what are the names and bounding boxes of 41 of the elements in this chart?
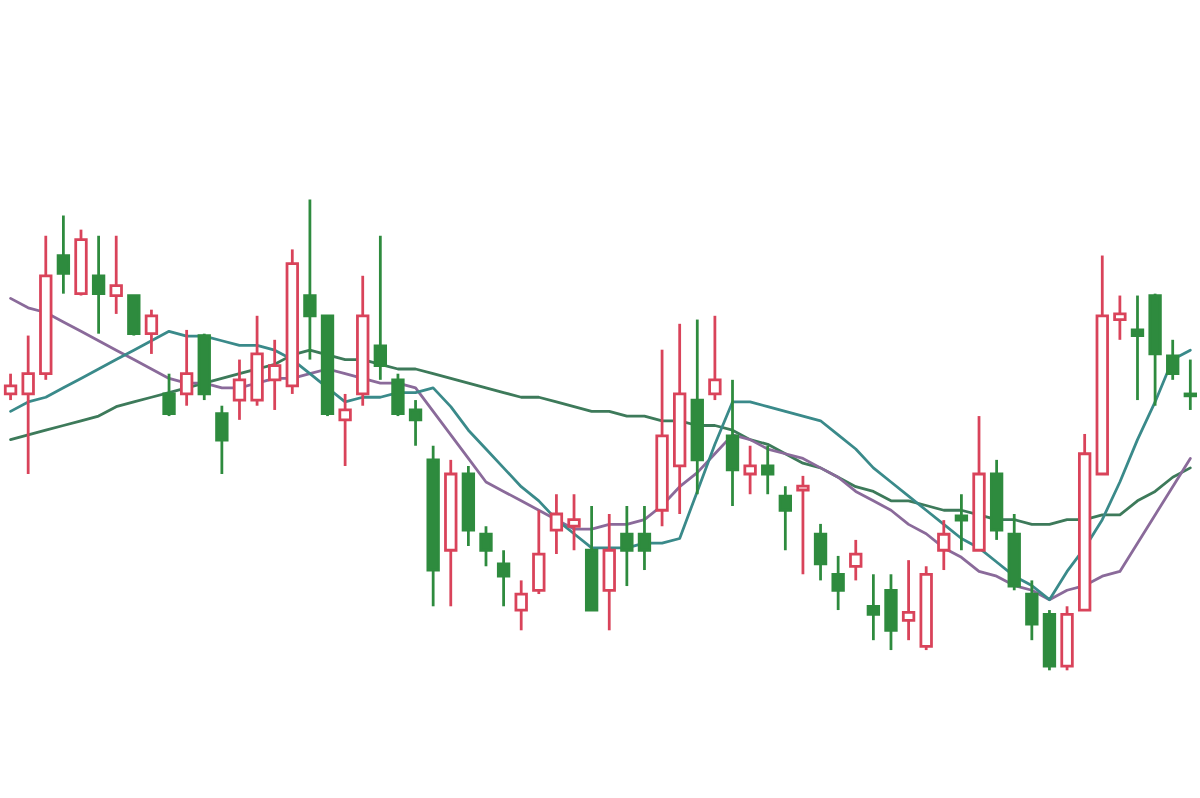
candlestick — [637, 504, 652, 572]
candlestick — [373, 234, 388, 382]
candlestick — [496, 548, 511, 608]
candlestick — [567, 492, 581, 552]
candlestick — [426, 444, 440, 608]
candlestick — [725, 378, 740, 508]
candlestick — [338, 392, 352, 468]
candlestick — [91, 234, 106, 336]
candlestick — [778, 484, 792, 552]
candlestick — [303, 198, 317, 361]
candlestick — [761, 444, 775, 496]
candlestick — [408, 398, 423, 448]
candlestick — [813, 522, 828, 582]
candlestick — [866, 572, 881, 642]
candlestick — [109, 234, 123, 316]
candlestick — [690, 318, 704, 496]
candlestick — [56, 214, 71, 296]
candlestick — [285, 248, 299, 396]
candlestick — [954, 492, 969, 552]
candlestick — [21, 334, 35, 476]
candlestick — [1130, 294, 1145, 402]
candlestick — [356, 274, 370, 408]
candlestick — [831, 554, 845, 612]
candlestick — [743, 444, 757, 496]
candlestick — [849, 538, 863, 582]
candlestick — [232, 358, 247, 422]
candlestick — [268, 338, 282, 412]
candlestick — [901, 558, 916, 642]
candlestick — [1025, 579, 1039, 642]
candlestick — [937, 518, 951, 572]
candlestick — [1113, 294, 1127, 342]
candlestick — [549, 492, 564, 556]
candlestick — [179, 328, 194, 408]
candlestick — [989, 458, 1004, 542]
candlestick — [461, 464, 476, 548]
candlestick — [673, 322, 687, 516]
candlestick — [620, 504, 634, 588]
candlestick — [602, 512, 616, 632]
candlestick — [1183, 358, 1197, 412]
candlestick — [514, 579, 528, 632]
candlestick — [444, 458, 458, 608]
